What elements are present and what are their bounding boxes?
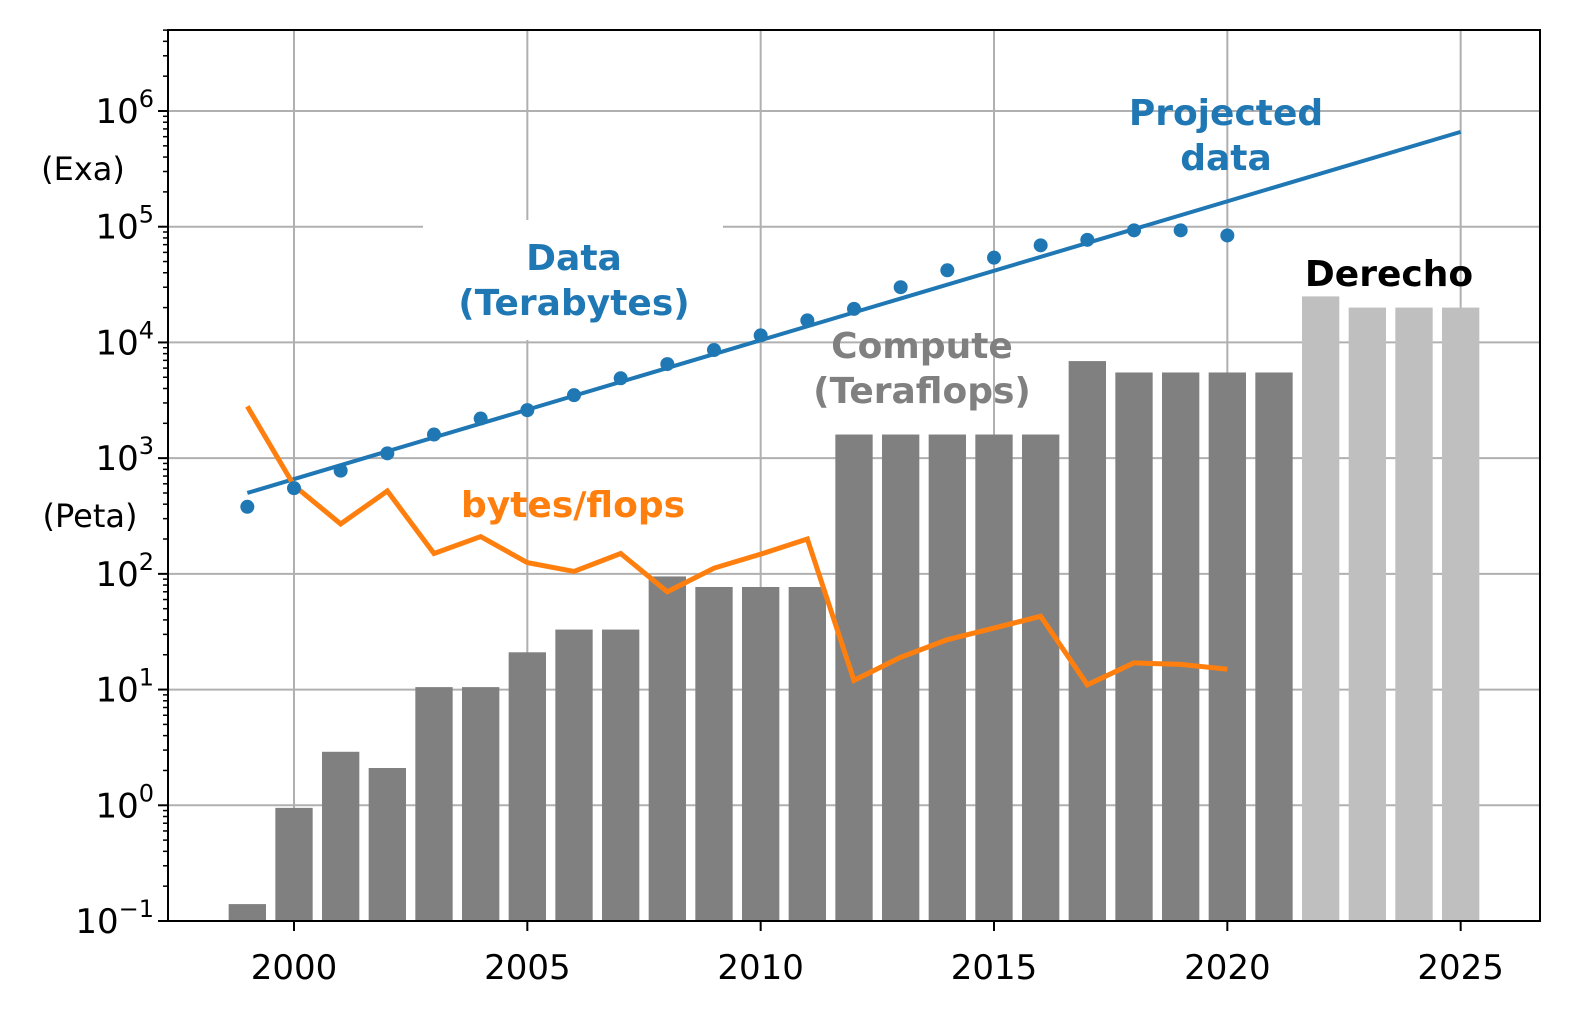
compute-bar [462, 687, 500, 921]
y-tick-label: 10−1 [75, 895, 154, 942]
compute-series-label: Compute [831, 326, 1013, 367]
data-point [940, 263, 955, 278]
compute-bar [555, 629, 593, 921]
y-tick-label: 102 [95, 548, 154, 595]
data-point [753, 328, 768, 343]
compute-bar [228, 904, 266, 921]
data-point [1173, 223, 1188, 238]
compute-bar [368, 768, 406, 921]
data-point [847, 301, 861, 316]
derecho-bar [1395, 307, 1433, 921]
compute-bar [742, 586, 780, 921]
axis-ticks: 2000 2005 2010 2015 2020 2025 10−1 100 101 102 103… [75, 29, 1504, 988]
projected-series-label-line2: data [1180, 138, 1272, 179]
data-point [800, 313, 815, 328]
data-point [520, 403, 535, 418]
label-backgrounds [423, 220, 723, 340]
x-tick-label: 2010 [717, 948, 804, 988]
y-tick-label: 105 [95, 201, 154, 248]
compute-bar [928, 434, 966, 921]
x-tick-label: 2020 [1184, 948, 1271, 988]
annotations: Data (Terabytes) Projected data Compute … [41, 93, 1473, 535]
compute-bar [415, 687, 453, 921]
derecho-bar [1442, 307, 1480, 921]
data-point [427, 427, 441, 442]
peta-side-label: (Peta) [43, 497, 138, 535]
data-point [893, 280, 908, 295]
y-tick-label: 103 [95, 432, 154, 479]
x-tick-label: 2025 [1417, 948, 1504, 988]
compute-bar [1115, 372, 1153, 922]
y-tick-label: 101 [95, 664, 154, 711]
derecho-bar [1348, 307, 1386, 921]
data-point [1033, 238, 1048, 253]
compute-bar [648, 576, 686, 921]
projected-series-label: Projected [1129, 93, 1323, 134]
ratio-series-label: bytes/flops [461, 485, 685, 526]
data-point [613, 371, 628, 386]
compute-bar [1068, 361, 1106, 921]
data-points [240, 223, 1235, 514]
data-point [287, 481, 301, 496]
data-point [333, 463, 348, 478]
compute-bar [602, 629, 640, 921]
compute-bar [508, 652, 546, 921]
compute-bar [1208, 372, 1246, 922]
x-tick-label: 2000 [251, 948, 338, 988]
data-point [473, 411, 488, 426]
data-point [1127, 223, 1141, 238]
compute-bar [1022, 434, 1060, 921]
x-tick-label: 2005 [484, 948, 571, 988]
bytes-per-flops-line [245, 405, 1228, 688]
y-tick-label: 100 [95, 779, 154, 826]
compute-bar [975, 434, 1013, 921]
derecho-bar [1302, 296, 1340, 921]
derecho-label: Derecho [1305, 254, 1473, 295]
compute-bar [322, 751, 360, 921]
data-series-label-unit: (Terabytes) [458, 283, 689, 324]
compute-series-label-unit: (Teraflops) [813, 371, 1031, 412]
data-point [707, 343, 721, 358]
compute-bar [1255, 372, 1293, 922]
data-label-background [423, 220, 723, 340]
compute-bar [1162, 372, 1200, 922]
data-point [240, 499, 255, 514]
data-point [567, 388, 581, 403]
y-tick-label: 106 [95, 85, 154, 132]
compute-bar [275, 807, 313, 921]
data-point [660, 357, 675, 372]
data-point [1220, 228, 1235, 243]
exa-side-label: (Exa) [41, 150, 125, 188]
data-point [1080, 232, 1095, 247]
compute-bar [788, 586, 826, 921]
data-point [380, 446, 395, 461]
y-tick-label: 104 [95, 316, 154, 363]
data-point [987, 250, 1001, 265]
data-series-label: Data [526, 238, 622, 279]
compute-bars [228, 296, 1480, 922]
compute-bar [695, 586, 733, 921]
x-tick-label: 2015 [951, 948, 1038, 988]
compute-bar [882, 434, 920, 921]
